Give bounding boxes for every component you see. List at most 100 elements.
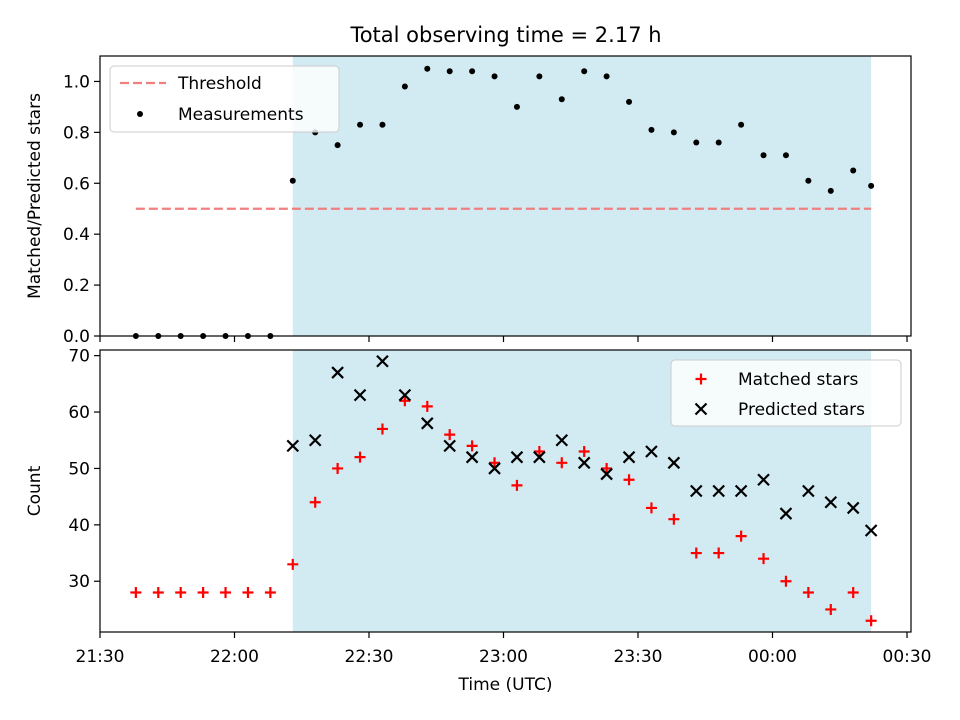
matched-star-point: [601, 462, 613, 474]
measurement-point: [334, 142, 341, 149]
measurement-point: [379, 121, 386, 128]
legend-predicted-swatch: [694, 402, 708, 416]
predicted-star-point: [712, 484, 725, 498]
predicted-star-point: [600, 467, 613, 481]
predicted-star-point: [308, 433, 322, 447]
matched-star-point: [399, 395, 411, 407]
predicted-star-point: [286, 439, 300, 453]
matched-star-point: [332, 462, 344, 474]
matched-star-point: [825, 603, 837, 615]
matched-star-point: [511, 479, 523, 491]
matched-star-point: [623, 474, 635, 486]
legend-box: [670, 359, 902, 427]
matched-star-point: [242, 587, 254, 599]
axes-frame: [99, 55, 912, 337]
measurement-point: [827, 187, 834, 194]
top-panel: 0.0 0.2 0.4 0.6 0.8 1.0 Matched/Predicted star…: [25, 55, 912, 347]
matched-star-point: [668, 513, 680, 525]
matched-star-point: [735, 530, 747, 542]
matched-star-point: [489, 457, 501, 469]
predicted-star-point: [510, 450, 524, 464]
predicted-star-point: [824, 496, 838, 509]
axes-frame: [99, 349, 912, 633]
measurement-point: [491, 73, 498, 80]
predicted-star-point: [622, 450, 636, 464]
measurement-point: [670, 129, 677, 136]
measurement-point: [868, 182, 875, 189]
predicted-star-point: [533, 450, 546, 464]
matched-star-point: [802, 587, 814, 599]
measurement-point: [536, 73, 543, 80]
predicted-star-point: [645, 445, 658, 458]
legend-measurement-swatch: [137, 111, 143, 117]
measurement-point: [513, 103, 520, 110]
x-tick-label: 00:00: [748, 647, 797, 667]
legend-predicted-label: Predicted stars: [738, 400, 865, 420]
y-tick-label: 40: [68, 516, 90, 536]
measurement-point: [626, 98, 633, 105]
measurement-point: [738, 121, 745, 128]
legend-threshold-label: Threshold: [177, 74, 262, 94]
legend-matched-label: Matched stars: [738, 370, 858, 390]
predicted-star-point: [690, 484, 703, 498]
measurement-point: [782, 152, 789, 159]
predicted-star-point: [443, 439, 456, 453]
x-axis-label: Time (UTC): [458, 675, 553, 695]
measurement-point: [693, 139, 700, 146]
matched-star-point: [421, 400, 433, 412]
predicted-star-point: [667, 456, 681, 470]
measurement-point: [581, 68, 588, 75]
legend-box: [109, 65, 340, 133]
observing-window-shade: [292, 56, 872, 336]
measurement-point: [715, 139, 722, 146]
matched-star-point: [152, 587, 164, 599]
predicted-star-point: [421, 417, 434, 430]
predicted-star-point: [465, 450, 479, 464]
matched-star-point: [578, 446, 590, 458]
matched-star-point: [758, 553, 770, 565]
matched-star-point: [690, 547, 702, 559]
y-tick-label: 0.8: [63, 123, 90, 143]
x-tick-label: 22:30: [345, 647, 394, 667]
x-tick-label: 23:30: [614, 647, 663, 667]
x-tick-label: 21:30: [76, 647, 125, 667]
matched-star-point: [444, 429, 456, 441]
matched-star-point: [309, 496, 321, 508]
predicted-star-point: [846, 501, 860, 515]
x-tick-label: 23:00: [479, 647, 528, 667]
y-tick-label: 60: [68, 403, 90, 423]
measurement-point: [760, 152, 767, 159]
legend-measurement-label: Measurements: [178, 105, 304, 125]
predicted-star-point: [779, 507, 793, 520]
measurement-point: [603, 73, 610, 80]
predicted-star-point: [331, 366, 344, 379]
y-axis-label: Matched/Predicted stars: [25, 93, 45, 299]
predicted-star-point: [353, 388, 367, 402]
measurement-point: [805, 177, 812, 184]
predicted-star-point: [864, 524, 878, 537]
y-tick-label: 70: [68, 347, 90, 367]
y-tick-label: 0.2: [63, 276, 90, 296]
measurement-point: [648, 126, 655, 133]
matched-star-point: [556, 457, 568, 469]
bottom-panel: 30 40 50 60 70 21:30 22:00 22:30 23:00 23:30 00:00…: [25, 347, 932, 695]
y-tick-label: 0.6: [63, 174, 90, 194]
measurement-point: [401, 83, 408, 90]
predicted-star-point: [802, 484, 815, 498]
matched-star-point: [376, 423, 388, 435]
matched-star-point: [865, 615, 877, 627]
predicted-star-point: [376, 355, 389, 368]
y-tick-label: 0.4: [63, 225, 90, 245]
matched-star-point: [175, 587, 187, 599]
x-tick-label: 00:30: [883, 647, 932, 667]
matched-star-point: [533, 446, 545, 458]
matched-star-point: [645, 502, 657, 514]
predicted-star-point: [398, 388, 412, 402]
measurement-point: [446, 68, 453, 75]
matched-star-point: [220, 587, 232, 599]
y-tick-label: 50: [68, 459, 90, 479]
predicted-star-point: [577, 456, 591, 470]
measurement-point: [357, 121, 364, 128]
y-tick-label: 0.0: [63, 327, 90, 347]
